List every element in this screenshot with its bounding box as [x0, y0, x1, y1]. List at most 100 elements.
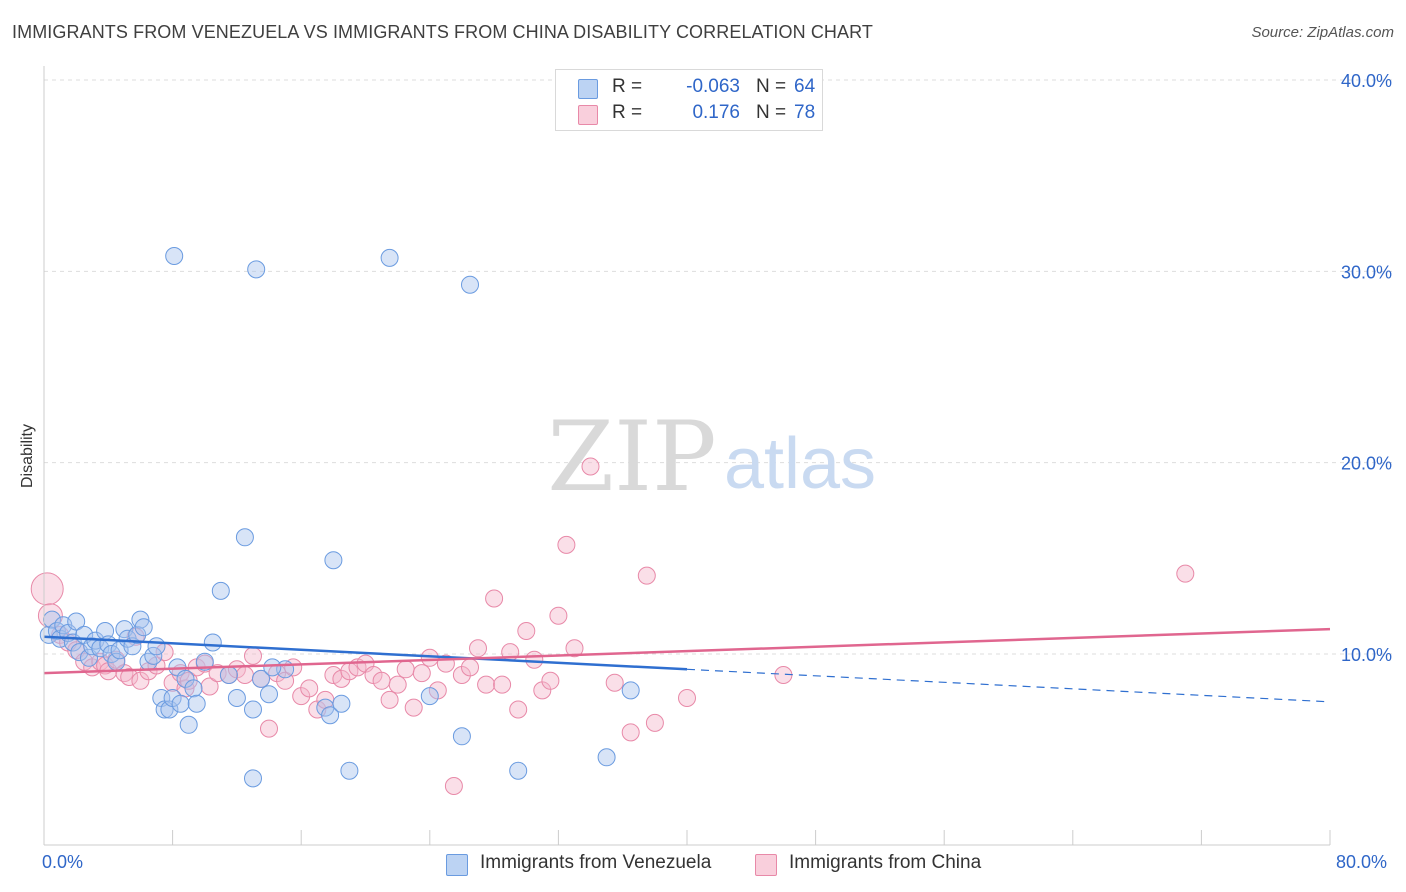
china-point: [493, 675, 512, 694]
venezuela-point: [509, 761, 528, 780]
china-point: [412, 664, 431, 683]
china-point: [549, 606, 568, 625]
venezuela-point: [252, 669, 270, 688]
axes: [43, 66, 1331, 846]
venezuela-point: [380, 248, 399, 267]
venezuela-legend-swatch: [446, 854, 468, 876]
china-point: [565, 639, 584, 658]
venezuela-point: [179, 715, 198, 734]
venezuela-point: [160, 700, 179, 719]
venezuela-point: [235, 528, 254, 547]
venezuela-point: [452, 727, 471, 746]
china-n-label: N =: [756, 102, 787, 123]
x-min-label: 0.0%: [42, 852, 84, 872]
china-point: [120, 668, 139, 686]
source-label: Source: ZipAtlas.com: [1251, 24, 1394, 41]
china-point: [208, 664, 227, 683]
china-point: [581, 457, 600, 476]
china-r-label: R =: [612, 102, 643, 123]
china-point: [300, 679, 319, 698]
china-legend-label: Immigrants from China: [789, 852, 982, 873]
china-point: [396, 660, 415, 679]
china-point: [678, 689, 696, 707]
china-point: [200, 677, 219, 696]
china-point: [244, 646, 262, 665]
china-point: [541, 671, 560, 690]
venezuela-point: [147, 637, 166, 656]
venezuela-point: [211, 581, 230, 600]
chart-title: IMMIGRANTS FROM VENEZUELA VS IMMIGRANTS …: [12, 22, 874, 42]
y-tick-label: 30.0%: [1341, 262, 1392, 282]
venezuela-trend-line: [43, 635, 688, 671]
china-point: [372, 671, 391, 690]
venezuela-point: [324, 551, 343, 570]
china-point: [388, 675, 407, 694]
grid-lines: [44, 79, 1392, 655]
china-point: [621, 723, 640, 742]
trend-lines: [43, 627, 1331, 703]
china-point: [30, 572, 64, 606]
venezuela-point: [621, 681, 640, 700]
china-point: [404, 698, 423, 717]
venezuela-points: [39, 247, 640, 788]
china-point: [260, 719, 278, 738]
china-point: [477, 675, 496, 694]
venezuela-point: [244, 700, 262, 719]
china-point: [557, 535, 576, 554]
china-n-value: 78: [794, 102, 816, 123]
venezuela-n-value: 64: [794, 76, 816, 97]
venezuela-legend-label: Immigrants from Venezuela: [480, 852, 712, 873]
venezuela-point: [461, 275, 479, 294]
venezuela-point: [67, 612, 86, 631]
china-point: [645, 713, 664, 732]
venezuela-n-label: N =: [756, 76, 787, 97]
china-legend-swatch: [755, 854, 777, 876]
china-trend-line: [43, 627, 1331, 675]
venezuela-point: [260, 685, 278, 704]
y-tick-labels: 10.0% 20.0% 30.0% 40.0%: [1341, 71, 1392, 665]
venezuela-point: [321, 706, 340, 725]
venezuela-point: [184, 679, 203, 698]
venezuela-point: [227, 689, 246, 707]
venezuela-point: [187, 694, 206, 713]
venezuela-point: [247, 260, 266, 279]
venezuela-point: [597, 748, 616, 767]
venezuela-point: [219, 666, 238, 684]
venezuela-point: [144, 646, 163, 665]
china-point: [637, 566, 656, 585]
china-point: [509, 700, 528, 719]
china-point: [1176, 564, 1195, 583]
y-tick-label: 20.0%: [1341, 454, 1392, 474]
venezuela-point: [134, 618, 153, 637]
y-tick-label: 10.0%: [1341, 645, 1392, 665]
correlation-legend: R = -0.063 N = 64 R = 0.176 N = 78: [555, 69, 823, 131]
watermark-atlas: atlas: [724, 424, 876, 504]
venezuela-point: [340, 761, 359, 780]
venezuela-swatch: [578, 79, 598, 99]
venezuela-point: [263, 658, 282, 677]
venezuela-trend-extension: [686, 668, 1331, 703]
venezuela-point: [332, 694, 351, 713]
china-point: [380, 690, 399, 709]
venezuela-point: [420, 687, 439, 706]
venezuela-point: [171, 694, 190, 713]
venezuela-point: [128, 625, 147, 644]
china-point: [525, 650, 544, 669]
china-point: [461, 658, 479, 677]
venezuela-point: [165, 247, 184, 265]
venezuela-point: [244, 769, 262, 788]
venezuela-r-value: -0.063: [686, 76, 740, 97]
x-max-label: 80.0%: [1336, 852, 1388, 872]
china-point: [469, 639, 487, 658]
china-point: [605, 673, 624, 692]
china-r-value: 0.176: [692, 102, 740, 123]
y-tick-label: 40.0%: [1341, 71, 1392, 91]
china-point: [517, 622, 536, 640]
venezuela-point: [195, 652, 214, 671]
venezuela-point: [203, 633, 222, 652]
china-swatch: [578, 105, 598, 125]
china-point: [444, 777, 463, 795]
watermark-zip: ZIP: [547, 401, 716, 513]
china-point: [235, 666, 254, 684]
